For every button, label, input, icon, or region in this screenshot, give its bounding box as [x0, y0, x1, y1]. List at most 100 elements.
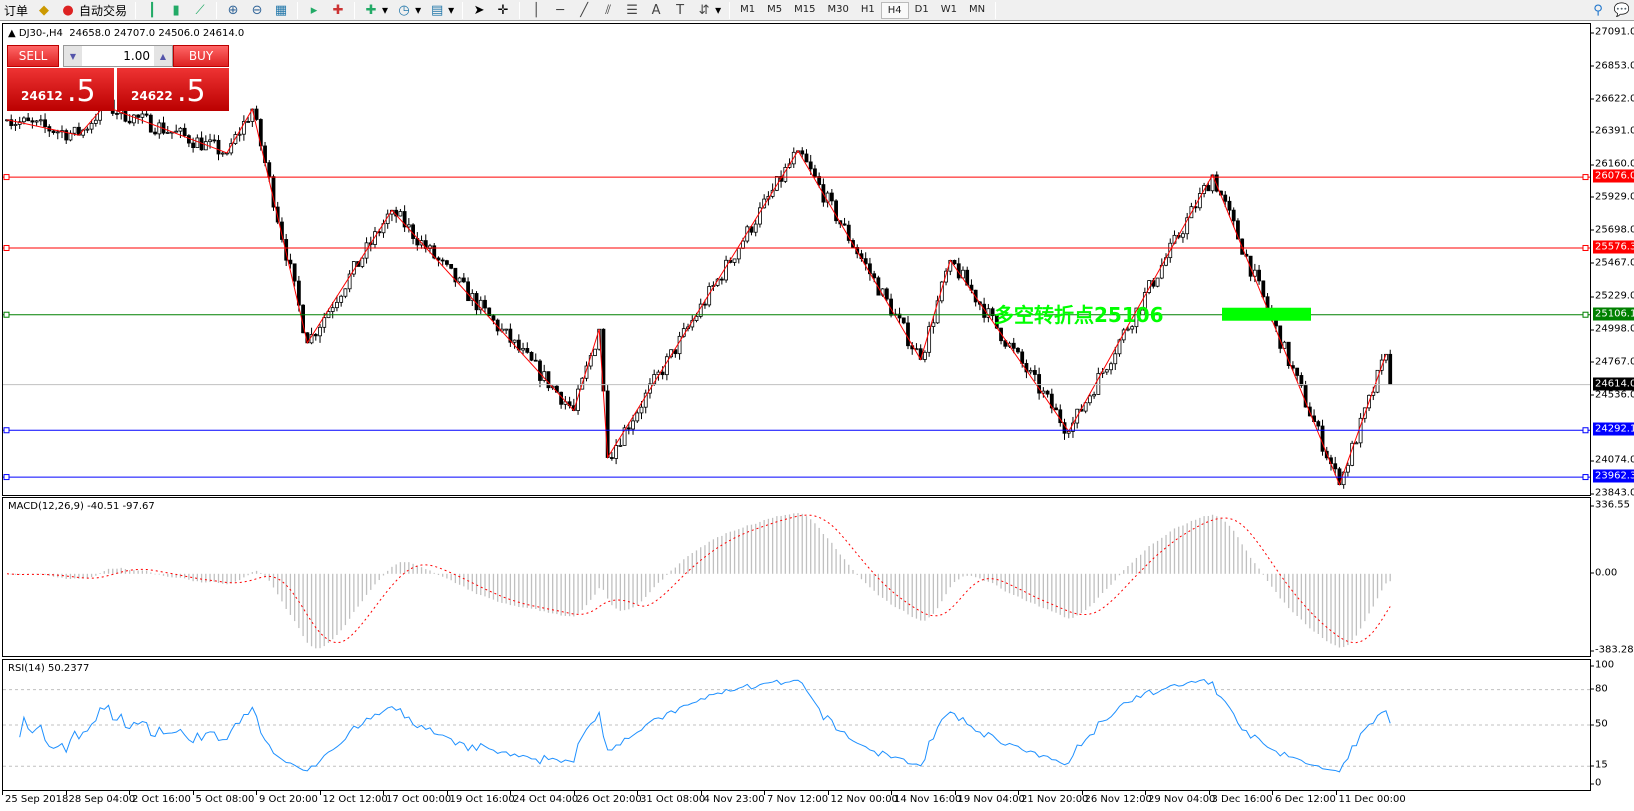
history-button[interactable]: ◆ — [32, 0, 56, 20]
bull-candle — [38, 119, 43, 122]
indicators-button[interactable]: ✚ ▾ — [359, 0, 392, 20]
periods-button[interactable]: ◷ ▾ — [392, 0, 425, 20]
tile-icon: ▦ — [274, 2, 288, 18]
timeframe-w1[interactable]: W1 — [940, 3, 957, 15]
bull-candle — [618, 444, 623, 447]
price-chart — [3, 95, 1590, 489]
bear-candle — [487, 307, 492, 317]
sell-price: 24612 — [21, 89, 63, 103]
time-tick: 2 Oct 16:00 — [129, 791, 191, 805]
buy-price-button[interactable]: 24622 .5 — [117, 68, 229, 111]
timeframe-d1[interactable]: D1 — [914, 3, 929, 15]
crosshair-button[interactable]: ✛ — [491, 0, 515, 20]
cursor-button[interactable]: ➤ — [467, 0, 491, 20]
lot-decrease-button[interactable]: ▼ — [64, 46, 82, 66]
bull-candle — [931, 322, 936, 327]
bull-candle — [131, 114, 136, 124]
bear-candle — [453, 267, 458, 283]
timeframe-h4[interactable]: H4 — [880, 1, 909, 19]
lot-value[interactable]: 1.00 — [123, 49, 150, 63]
price-tick: 25929.0 — [1590, 191, 1634, 202]
bull-candle — [1083, 402, 1088, 412]
bear-candle — [284, 239, 289, 261]
channel-button[interactable]: ⫽ — [596, 0, 620, 20]
bull-candle — [406, 224, 411, 228]
time-tick: 3 Dec 16:00 — [1208, 791, 1272, 805]
bull-candle — [428, 245, 432, 249]
bear-candle — [884, 288, 889, 300]
timeframe-m5[interactable]: M5 — [767, 3, 783, 15]
bull-candle — [724, 259, 728, 281]
bull-candle — [753, 223, 758, 233]
rsi-tick: 0 — [1590, 777, 1602, 789]
turning-point-annotation[interactable]: 多空转折点25106 — [994, 303, 1164, 327]
bull-candle — [85, 128, 90, 131]
bull-candle — [1092, 394, 1097, 397]
buy-button[interactable]: BUY — [173, 45, 229, 67]
bear-candle — [660, 371, 665, 376]
bear-candle — [26, 117, 31, 122]
line-chart-button[interactable]: ⟋ — [188, 0, 212, 20]
bull-candle — [512, 339, 517, 343]
sell-button[interactable]: SELL — [7, 45, 59, 67]
arrows-button[interactable]: ⇵ ▾ — [692, 0, 725, 20]
timeframe-m15[interactable]: M15 — [794, 3, 816, 15]
bull-candle — [923, 351, 927, 360]
price-axis[interactable]: 27091.0 26853.0 26622.0 26391.0 26160.0 25929… — [1590, 23, 1634, 499]
rsi-pane[interactable]: RSI(14) 50.2377 — [2, 659, 1591, 791]
text-button[interactable]: A — [644, 0, 668, 20]
bull-candle — [339, 295, 344, 303]
time-tick: 21 Nov 20:00 — [1018, 791, 1088, 805]
autotrade-icon: ● — [62, 2, 74, 18]
bear-candle — [1257, 269, 1261, 282]
zoom-in-button[interactable]: ⊕ — [221, 0, 245, 20]
new-order-button[interactable]: 订单 — [0, 0, 32, 20]
bear-candle — [1248, 255, 1253, 277]
buy-price: 24622 — [131, 89, 173, 103]
fibonacci-button[interactable]: ☰ — [620, 0, 644, 20]
timeframe-h1[interactable]: H1 — [860, 3, 875, 15]
macd-pane[interactable]: MACD(12,26,9) -40.51 -97.67 — [2, 497, 1591, 657]
bear-candle — [402, 211, 407, 228]
search-button[interactable]: ⚲ — [1586, 0, 1610, 20]
price-pane[interactable]: ▲ DJ30-,H4 24658.0 24707.0 24506.0 24614… — [2, 23, 1591, 496]
chart-shift-button[interactable]: ✚ — [326, 0, 350, 20]
bull-candle — [1130, 326, 1135, 330]
auto-scroll-button[interactable]: ▸ — [302, 0, 326, 20]
chat-button[interactable]: 💬 — [1610, 0, 1634, 20]
timeframe-mn[interactable]: MN — [968, 3, 986, 15]
bull-candle — [343, 288, 348, 297]
horizontal-line-button[interactable]: ─ — [548, 0, 572, 20]
label-button[interactable]: T — [668, 0, 692, 20]
vertical-line-button[interactable]: │ — [524, 0, 548, 20]
bear-candle — [863, 258, 868, 265]
sell-price-button[interactable]: 24612 .5 — [7, 68, 114, 111]
bull-candle — [521, 348, 525, 351]
auto-scroll-icon: ▸ — [310, 2, 318, 18]
bear-candle — [952, 259, 957, 265]
autotrade-label: 自动交易 — [79, 3, 128, 18]
bear-candle — [508, 328, 513, 343]
tile-windows-button[interactable]: ▦ — [269, 0, 293, 20]
chart-shift-icon: ✚ — [332, 2, 344, 18]
timeframe-m30[interactable]: M30 — [827, 3, 849, 15]
bear-candle — [30, 120, 35, 123]
bull-candle — [1096, 373, 1101, 395]
level-handle — [3, 174, 10, 181]
bull-candle — [622, 427, 627, 446]
candle-chart-button[interactable]: ▮ — [164, 0, 188, 20]
autotrade-button[interactable]: ● 自动交易 — [56, 0, 131, 20]
zoom-out-button[interactable]: ⊖ — [245, 0, 269, 20]
bull-candle — [72, 126, 77, 134]
lot-size-field[interactable]: ▼ 1.00 ▲ — [63, 45, 173, 67]
bear-candle — [1333, 463, 1338, 470]
bull-candle — [1354, 442, 1359, 445]
templates-button[interactable]: ▤ ▾ — [430, 2, 455, 18]
buy-price-fraction: .5 — [177, 74, 206, 109]
trendline-button[interactable]: ╱ — [572, 0, 596, 20]
bar-chart-button[interactable]: ┃ — [140, 0, 164, 20]
bear-candle — [292, 263, 297, 282]
lot-increase-button[interactable]: ▲ — [154, 46, 172, 66]
time-tick: 12 Nov 00:00 — [827, 791, 898, 805]
timeframe-m1[interactable]: M1 — [740, 3, 756, 15]
